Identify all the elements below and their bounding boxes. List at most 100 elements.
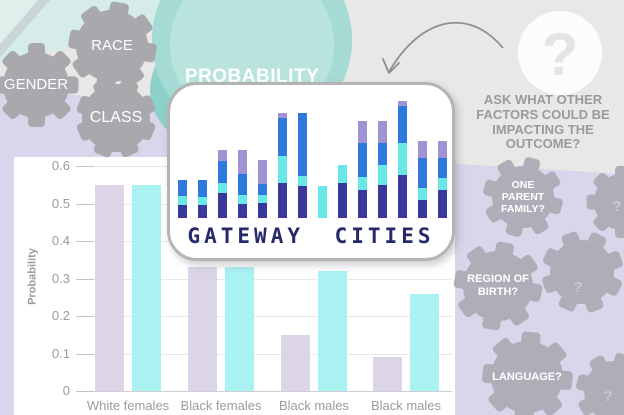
bar-black-males-cyan-bars bbox=[410, 293, 439, 391]
logo-segment-blue bbox=[378, 143, 387, 165]
logo-segment-navy bbox=[438, 190, 447, 218]
logo-segment-blue bbox=[358, 143, 367, 177]
gear-body bbox=[584, 361, 624, 415]
gear-gender: GENDER bbox=[0, 43, 78, 127]
logo-bar-4 bbox=[238, 150, 247, 218]
gear-label-one-parent-family: ONE PARENT FAMILY? bbox=[501, 178, 545, 215]
logo-segment-lav bbox=[218, 150, 227, 161]
ask-factors-text: ASK WHAT OTHER FACTORS COULD BE IMPACTIN… bbox=[476, 92, 610, 152]
logo-segment-cyan bbox=[278, 156, 287, 183]
logo-segment-cyan bbox=[298, 176, 307, 186]
logo-segment-blue bbox=[438, 158, 447, 178]
logo-segment-lav bbox=[358, 121, 367, 143]
gridline-0 bbox=[76, 391, 452, 392]
gridline-0.3 bbox=[76, 278, 452, 280]
logo-segment-blue bbox=[298, 113, 307, 176]
gear-race: RACE bbox=[67, 1, 157, 91]
gear-label-question-2: ? bbox=[573, 279, 583, 297]
y-tick-label-0.5: 0.5 bbox=[51, 195, 70, 211]
bar-black-males-cyan-bars bbox=[318, 271, 347, 391]
logo-segment-blue bbox=[178, 180, 187, 196]
gear-body bbox=[491, 341, 563, 413]
tick-0.4 bbox=[76, 241, 94, 242]
logo-bar-2 bbox=[198, 180, 207, 218]
gridline-0.2 bbox=[76, 316, 452, 317]
logo-bar-1 bbox=[178, 180, 187, 218]
gear-body bbox=[492, 166, 554, 228]
x-category-label: Black males bbox=[370, 398, 442, 413]
logo-segment-blue bbox=[278, 118, 287, 156]
logo-bar-7 bbox=[298, 113, 307, 218]
logo-segment-navy bbox=[238, 204, 247, 218]
logo-bar-8 bbox=[318, 186, 327, 218]
y-tick-label-0: 0 bbox=[62, 383, 70, 398]
gear-body bbox=[3, 52, 69, 118]
gear-body bbox=[463, 251, 533, 321]
logo-bar-9 bbox=[338, 165, 347, 218]
gear-label-region-of-birth: REGION OF BIRTH? bbox=[467, 273, 529, 298]
logo-segment-cyan bbox=[218, 183, 227, 193]
gear-label-race: RACE bbox=[91, 37, 133, 55]
tick-0.2 bbox=[76, 316, 94, 317]
x-category-label: White females bbox=[86, 398, 170, 413]
logo-segment-navy bbox=[178, 205, 187, 218]
tick-0.3 bbox=[76, 278, 94, 280]
bar-black-males-lavender-bars bbox=[281, 334, 310, 391]
logo-segment-navy bbox=[358, 190, 367, 218]
logo-segment-lav bbox=[438, 141, 447, 158]
gear-class: CLASS bbox=[75, 77, 157, 159]
gridline-0.1 bbox=[76, 353, 452, 355]
y-tick-label-0.3: 0.3 bbox=[51, 270, 70, 286]
logo-segment-blue bbox=[238, 174, 247, 195]
logo-segment-cyan bbox=[198, 197, 207, 205]
question-mark-glyph: ? bbox=[541, 21, 579, 88]
bar-white-females-lavender-bars bbox=[95, 184, 124, 391]
logo-segment-lav bbox=[378, 121, 387, 143]
logo-bar-13 bbox=[418, 141, 427, 218]
tick-0.6 bbox=[76, 166, 94, 167]
logo-segment-cyan bbox=[338, 165, 347, 183]
logo-segment-blue bbox=[258, 184, 267, 195]
logo-segment-lav bbox=[418, 141, 427, 158]
gear-question-1: ? bbox=[586, 166, 624, 238]
logo-segment-navy bbox=[218, 193, 227, 218]
bar-black-females-cyan-bars bbox=[225, 267, 254, 391]
gear-one-parent-family: ONE PARENT FAMILY? bbox=[482, 156, 564, 238]
bar-white-females-cyan-bars bbox=[132, 184, 161, 391]
gear-question-2: ? bbox=[540, 230, 624, 314]
logo-segment-cyan bbox=[238, 195, 247, 204]
logo-segment-blue bbox=[418, 158, 427, 188]
bar-black-males-lavender-bars bbox=[373, 357, 402, 391]
gear-language: LANGUAGE? bbox=[481, 331, 573, 415]
logo-segment-lav bbox=[398, 101, 407, 106]
gear-label-class: CLASS bbox=[89, 108, 143, 126]
gear-label-question-1: ? bbox=[612, 198, 622, 216]
logo-segment-blue bbox=[198, 180, 207, 197]
gear-label-gender: GENDER bbox=[3, 76, 69, 94]
logo-segment-blue bbox=[398, 106, 407, 143]
logo-segment-blue bbox=[218, 161, 227, 183]
x-category-label: Black females bbox=[180, 398, 262, 413]
y-tick-label-0.1: 0.1 bbox=[51, 345, 70, 361]
x-category-label: Black males bbox=[278, 398, 350, 413]
question-mark-circle: ? bbox=[518, 11, 602, 95]
y-tick-label-0.2: 0.2 bbox=[51, 308, 70, 323]
logo-segment-navy bbox=[378, 185, 387, 218]
logo-segment-navy bbox=[278, 183, 287, 218]
logo-segment-cyan bbox=[258, 195, 267, 203]
logo-segment-navy bbox=[198, 205, 207, 218]
tick-0.5 bbox=[76, 203, 94, 205]
logo-bar-10 bbox=[358, 121, 367, 218]
gear-body bbox=[82, 84, 150, 152]
logo-bar-5 bbox=[258, 160, 267, 218]
gear-label-language: LANGUAGE? bbox=[492, 370, 562, 383]
logo-segment-navy bbox=[418, 200, 427, 218]
tick-0.1 bbox=[76, 353, 94, 355]
y-tick-label-0.6: 0.6 bbox=[51, 158, 70, 173]
gateway-cities-card: GATEWAY CITIES bbox=[167, 82, 455, 261]
logo-segment-cyan bbox=[358, 177, 367, 190]
gear-body bbox=[76, 10, 148, 82]
logo-segment-navy bbox=[338, 183, 347, 218]
logo-segment-cyan bbox=[178, 196, 187, 205]
